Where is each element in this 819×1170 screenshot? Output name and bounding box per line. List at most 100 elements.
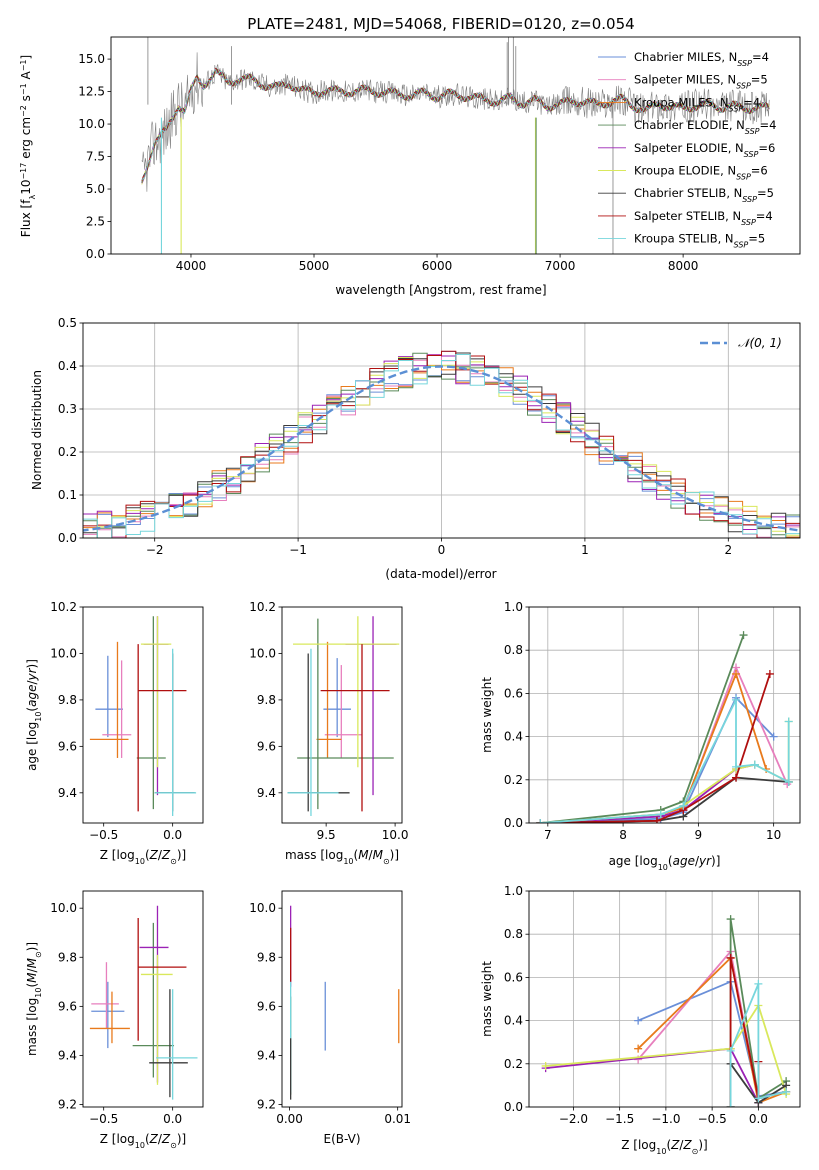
axes-spectrum: 4000 5000 6000 7000 8000 0.0 2.5 5.0 7.5 10.0 12.5… <box>19 15 801 297</box>
y-tick-label: 9.2 <box>58 1098 77 1112</box>
weight-marker <box>634 1016 643 1025</box>
error-bar <box>149 989 188 1098</box>
x-tick-label: 4000 <box>176 259 207 273</box>
weight-marker <box>726 953 735 962</box>
axes-frame <box>110 36 801 255</box>
x-tick-label: −2.0 <box>559 1112 588 1126</box>
y-tick-label: 0.6 <box>504 686 523 700</box>
histogram-step <box>83 350 800 538</box>
plot-area <box>289 905 400 1100</box>
weight-marker <box>652 816 661 823</box>
weight-marker <box>769 732 778 741</box>
y-tick-label: 7.5 <box>86 150 105 164</box>
x-tick-label: 0.0 <box>163 1112 182 1126</box>
plot-area <box>89 905 198 1100</box>
axes-frame <box>528 890 801 1108</box>
weight-marker <box>765 669 774 678</box>
y-tick-label: 1.0 <box>504 600 523 614</box>
y-tick-label: 0.3 <box>58 402 77 416</box>
error-bar <box>89 991 130 1044</box>
y-tick-label: 0.4 <box>504 730 523 744</box>
weight-marker <box>679 801 688 810</box>
data-spectrum <box>141 52 770 192</box>
x-axis-label: mass [log10(M/M⊙)] <box>285 848 399 866</box>
axes-mass-vs-EBV: 0.00 0.01 9.2 9.4 9.6 9.8 10.0 E(B-V) <box>249 890 411 1146</box>
weight-marker <box>732 773 741 782</box>
y-tick-label: 0.1 <box>58 488 77 502</box>
gaussian-curve <box>83 365 800 532</box>
error-bar <box>137 644 187 812</box>
legend-label: Chabrier STELIB, NSSP=5 <box>634 186 774 204</box>
y-tick-label: 0.4 <box>504 1014 523 1028</box>
y-axis-label: Normed distribution <box>30 370 44 490</box>
weight-series <box>541 1044 763 1107</box>
axes-weight-vs-Z: −2.0 −1.5 −1.0 −0.5 0.0 0.0 0.2 0.4 0.6 0.8 1.0 mas… <box>480 884 801 1156</box>
weight-line <box>540 634 745 823</box>
weight-marker <box>754 979 763 988</box>
model-spectrum <box>141 67 770 181</box>
error-bar <box>156 989 198 1100</box>
legend-label: 𝒩(0, 1) <box>738 336 782 350</box>
weight-series <box>536 695 793 823</box>
y-tick-label: 0.0 <box>504 1100 523 1114</box>
error-bar <box>154 653 195 812</box>
y-tick-label: 0.2 <box>504 773 523 787</box>
x-tick-label: 9.5 <box>317 828 336 842</box>
weight-line <box>540 665 789 823</box>
y-tick-label: 10.0 <box>50 646 77 660</box>
weight-marker <box>536 819 545 823</box>
plot-area <box>89 616 197 817</box>
weight-marker <box>634 1044 643 1053</box>
error-bar <box>102 660 132 758</box>
axes-frame <box>82 890 204 1108</box>
x-tick-label: 8000 <box>668 259 699 273</box>
plot-area <box>536 631 793 823</box>
y-tick-label: 0.4 <box>58 359 77 373</box>
y-tick-label: 9.6 <box>257 999 276 1013</box>
y-axis-label: Flux [fλ10−17 erg cm−2 s−1 A−1] <box>19 55 37 237</box>
x-tick-label: −1 <box>289 543 307 557</box>
axes-frame <box>281 890 403 1108</box>
model-spectrum <box>141 69 770 181</box>
legend-label: Salpeter ELODIE, NSSP=6 <box>634 141 775 159</box>
x-tick-label: 9 <box>695 828 703 842</box>
y-axis-label: mass weight <box>480 677 494 753</box>
x-axis-label: wavelength [Angstrom, rest frame] <box>335 283 546 297</box>
y-tick-label: 10.2 <box>249 600 276 614</box>
x-tick-label: −1.0 <box>651 1112 680 1126</box>
error-bar <box>140 616 172 768</box>
legend-label: Chabrier ELODIE, NSSP=4 <box>634 118 776 136</box>
plot-area <box>141 37 770 254</box>
x-tick-label: 0.01 <box>384 1112 411 1126</box>
y-tick-label: 15.0 <box>78 52 105 66</box>
x-tick-label: 0 <box>438 543 446 557</box>
weight-marker <box>732 762 741 771</box>
error-bar <box>136 616 166 810</box>
weight-line <box>540 699 790 823</box>
x-tick-label: 8 <box>619 828 627 842</box>
weight-marker <box>732 695 741 704</box>
x-tick-label: −0.5 <box>89 828 118 842</box>
x-tick-label: −0.5 <box>698 1112 727 1126</box>
y-tick-label: 0.0 <box>504 816 523 830</box>
axes-frame <box>82 606 204 824</box>
y-tick-label: 0.0 <box>58 531 77 545</box>
model-spectrum <box>141 68 770 183</box>
weight-marker <box>726 915 735 924</box>
legend-label: Kroupa STELIB, NSSP=5 <box>634 232 765 250</box>
error-bar <box>89 641 129 758</box>
y-tick-label: 9.8 <box>58 950 77 964</box>
error-bar <box>132 922 175 1078</box>
x-tick-label: 0.0 <box>749 1112 768 1126</box>
y-tick-label: 9.2 <box>257 1098 276 1112</box>
y-tick-label: 0.2 <box>58 445 77 459</box>
weight-line <box>540 671 767 823</box>
legend-label: Chabrier MILES, NSSP=4 <box>634 50 769 68</box>
y-tick-label: 9.4 <box>58 1048 77 1062</box>
x-axis-label: Z [log10(Z/Z⊙)] <box>621 1138 707 1156</box>
y-tick-label: 9.6 <box>58 739 77 753</box>
x-tick-label: 6000 <box>422 259 453 273</box>
weight-marker <box>750 760 759 769</box>
axes-weight-vs-age: 7 8 9 10 0.0 0.2 0.4 0.6 0.8 1.0 mass weight age [l… <box>480 600 801 872</box>
